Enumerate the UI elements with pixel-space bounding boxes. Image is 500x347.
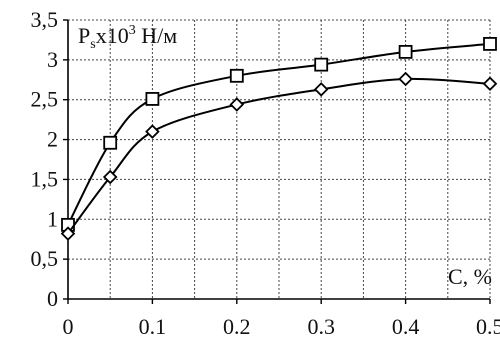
- x-tick-label: 0.2: [223, 314, 251, 339]
- grid: [68, 19, 491, 299]
- x-axis-label: C, %: [448, 264, 492, 289]
- series: [60, 37, 498, 241]
- x-tick-label: 0.4: [392, 314, 420, 339]
- ylabel-superscript: 3: [129, 23, 136, 38]
- series-1-square-marker: [398, 44, 413, 59]
- y-tick-label: 1,5: [31, 166, 59, 191]
- y-tick-label: 0: [47, 286, 58, 311]
- ylabel-base: P: [78, 23, 90, 48]
- y-tick-label: 1: [47, 206, 58, 231]
- series-1-square-marker: [145, 92, 160, 106]
- series-2-diamond-marker: [229, 97, 245, 112]
- series-1-square-marker: [103, 135, 118, 150]
- y-axis-label: Psx103 Н/м: [78, 23, 177, 52]
- ylabel-unit: Н/м: [136, 23, 178, 48]
- y-tick-label: 3: [47, 47, 58, 72]
- series-1-square-marker: [483, 37, 497, 51]
- series-2-diamond-marker: [398, 71, 413, 87]
- ylabel-subscript: s: [90, 37, 95, 52]
- x-tick-label: 0.5: [476, 314, 500, 339]
- series-2-diamond-marker: [60, 226, 76, 241]
- y-tick-label: 3,5: [31, 7, 59, 32]
- y-tick-label: 0,5: [31, 246, 59, 271]
- series-2-diamond-marker: [145, 124, 160, 139]
- series-1-square-marker: [229, 68, 244, 83]
- x-tick-label: 0: [63, 314, 74, 339]
- series-2-diamond-marker: [313, 82, 329, 97]
- x-tick-label: 0.1: [139, 314, 167, 339]
- series-1-square-marker: [314, 57, 329, 72]
- tick-labels: 0 0,5 1 1,5 2 2,5 3 3,5 0 0.1 0.2 0.3 0.4 0.5: [31, 7, 500, 339]
- axes: [63, 19, 491, 304]
- y-tick-label: 2: [47, 127, 58, 152]
- series-2-diamond-marker: [482, 76, 498, 92]
- ylabel-multiplier: x10: [96, 23, 129, 48]
- y-tick-label: 2,5: [31, 87, 59, 112]
- x-tick-label: 0.3: [307, 314, 335, 339]
- series-2-diamond-marker: [102, 169, 118, 185]
